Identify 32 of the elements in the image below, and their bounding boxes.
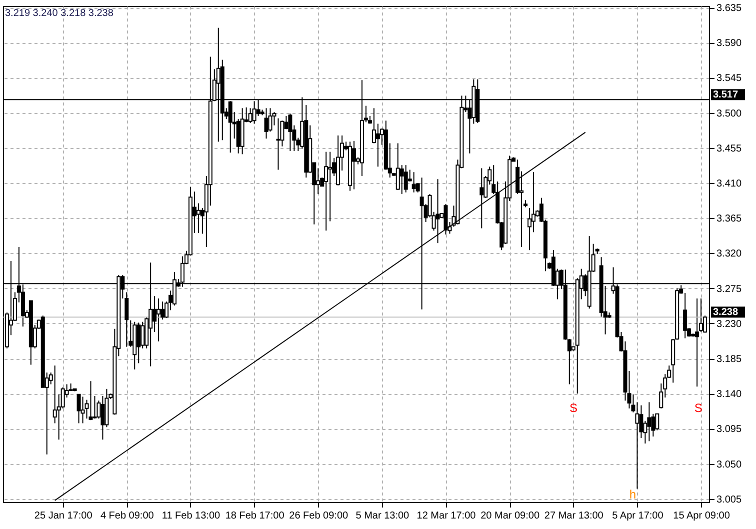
annotation: S <box>694 400 702 415</box>
y-tick-label: 3.410 <box>716 178 742 190</box>
x-tick-label: 27 Mar 13:00 <box>544 510 604 522</box>
x-tick-label: 4 Feb 09:00 <box>100 510 154 522</box>
y-tick-label: 3.545 <box>716 73 742 84</box>
annotation: 3.219 3.240 3.218 3.238 <box>5 8 114 19</box>
x-tick-label: 18 Feb 17:00 <box>225 510 285 522</box>
x-tick-label: 26 Feb 09:00 <box>289 510 349 522</box>
y-tick-label: 3.365 <box>716 214 742 225</box>
annotation: S <box>569 400 578 415</box>
y-tick-label: 3.500 <box>716 108 742 120</box>
x-tick-label: 15 Apr 09:00 <box>673 510 730 522</box>
y-tick-label: 3.455 <box>716 143 742 154</box>
x-tick-label: 5 Apr 17:00 <box>612 510 664 522</box>
y-tick-label: 3.095 <box>716 424 742 436</box>
x-tick-label: 20 Mar 09:00 <box>480 510 540 522</box>
annotation: h <box>629 488 636 502</box>
x-tick-label: 11 Feb 13:00 <box>162 510 220 522</box>
y-tick-label: 3.050 <box>716 459 742 470</box>
y-tick-label: 3.140 <box>716 389 742 400</box>
y-tick-label: 3.590 <box>716 38 742 50</box>
y-tick-label: 3.320 <box>716 248 742 260</box>
y-tick-label: 3.005 <box>716 494 742 506</box>
x-tick-label: 25 Jan 17:00 <box>34 510 93 522</box>
y-tick-label: 3.275 <box>716 284 742 295</box>
x-tick-label: 12 Mar 17:00 <box>416 510 476 522</box>
ref-line-label: 3.238 <box>713 307 738 318</box>
x-tick-label: 5 Mar 13:00 <box>356 510 410 522</box>
y-tick-label: 3.230 <box>716 318 742 330</box>
ref-line-label: 3.517 <box>713 90 738 101</box>
y-tick-label: 3.185 <box>716 354 742 366</box>
y-tick-label: 3.635 <box>716 3 742 14</box>
